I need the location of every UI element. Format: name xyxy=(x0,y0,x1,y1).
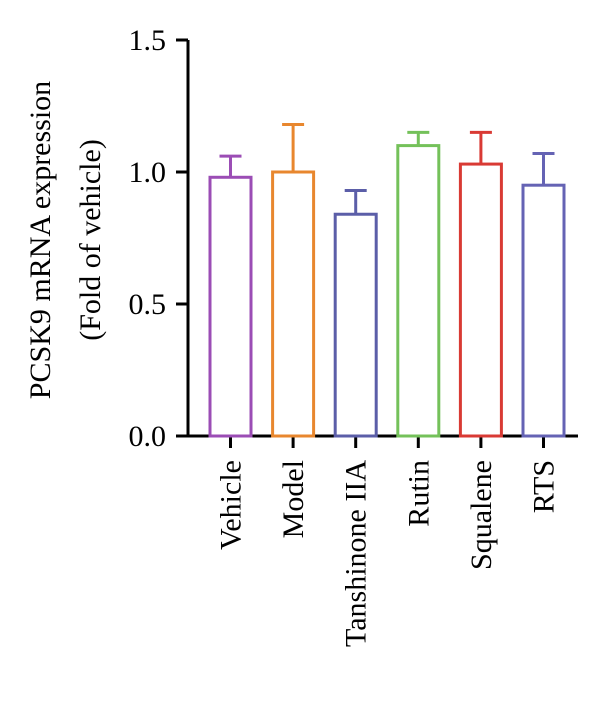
x-category-label: Vehicle xyxy=(215,460,248,550)
x-category-label: RTS xyxy=(528,460,561,513)
bar-rts xyxy=(521,183,566,438)
bar-model xyxy=(271,170,316,438)
x-category-label: Squalene xyxy=(465,460,498,570)
bar-rutin xyxy=(396,144,441,438)
bar-squalene xyxy=(458,162,503,438)
y-tick-label: 0.5 xyxy=(129,288,167,321)
y-tick-label: 0.0 xyxy=(129,420,167,453)
x-category-label: Rutin xyxy=(402,460,435,527)
bar-tanshinone-iia xyxy=(333,212,378,438)
bar-vehicle xyxy=(208,175,253,438)
error-bars xyxy=(219,122,555,215)
x-category-label: Tanshinone IIA xyxy=(340,460,373,647)
x-category-label: Model xyxy=(277,460,310,538)
x-axis xyxy=(186,434,578,448)
category-labels: Vehicle Model Tanshinone IIA Rutin Squalene R… xyxy=(215,460,561,647)
y-tick-label: 1.0 xyxy=(129,156,167,189)
y-axis-label-line-1: PCSK9 mRNA expression xyxy=(24,81,57,399)
y-tick-label: 1.5 xyxy=(129,24,167,57)
y-axis-label-line-2: (Fold of vehicle) xyxy=(74,139,107,341)
y-axis: 0.0 0.5 1.0 1.5 xyxy=(129,24,190,453)
bars xyxy=(208,144,566,438)
y-axis-label: PCSK9 mRNA expression (Fold of vehicle) xyxy=(24,81,107,399)
